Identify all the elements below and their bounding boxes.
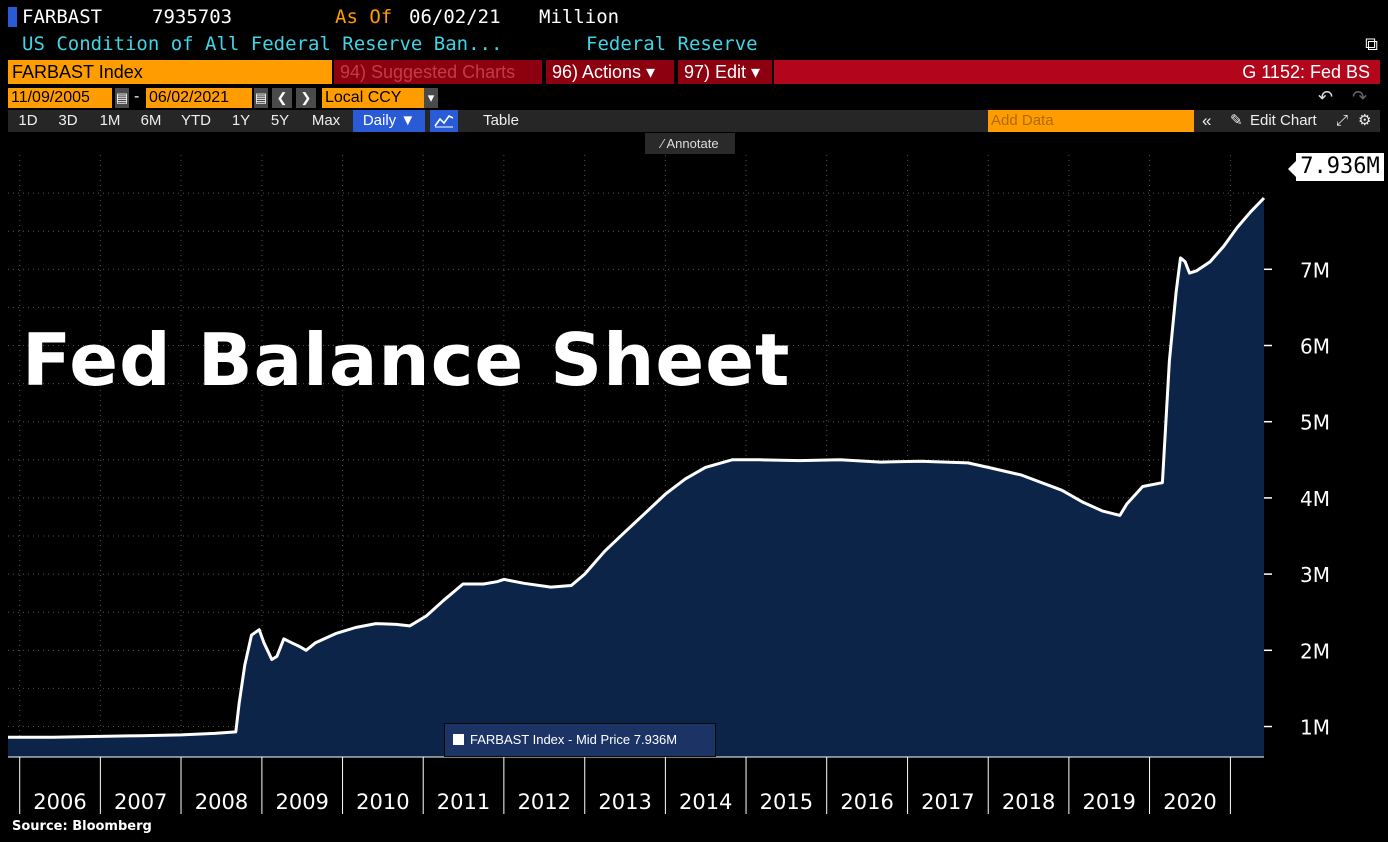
period-max[interactable]: Max xyxy=(311,112,341,129)
period-1d[interactable]: 1D xyxy=(18,112,38,129)
x-tick-label: 2019 xyxy=(1082,790,1135,814)
source-note: Source: Bloomberg xyxy=(12,819,152,834)
series-line xyxy=(8,196,1266,739)
legend-series-name: FARBAST Index - Mid Price 7.936M xyxy=(470,732,678,747)
chart-title-overlay: Fed Balance Sheet xyxy=(22,318,791,402)
x-tick-label: 2009 xyxy=(275,790,328,814)
as-of-date: 06/02/21 xyxy=(409,6,501,28)
frequency-select[interactable]: Daily ▼ xyxy=(353,110,425,132)
y-tick-label: 5M xyxy=(1300,411,1330,435)
date-range-bar: 11/09/2005 ▤ - 06/02/2021 ▤ ❮ ❯ Local CC… xyxy=(0,87,1388,109)
x-tick-label: 2013 xyxy=(598,790,651,814)
period-ytd[interactable]: YTD xyxy=(181,112,211,129)
grid-lines xyxy=(8,155,1264,757)
series-source: Federal Reserve xyxy=(586,33,758,55)
x-tick-label: 2017 xyxy=(921,790,974,814)
edit-menu[interactable]: 97) Edit ▾ xyxy=(678,60,772,84)
y-axis: 1M 2M 3M 4M 5M 6M 7M xyxy=(1264,161,1330,740)
pencil-icon[interactable]: ✎ xyxy=(1230,112,1243,129)
currency-dropdown-icon[interactable]: ▾ xyxy=(424,88,438,108)
period-3d[interactable]: 3D xyxy=(58,112,78,129)
y-tick-label: 3M xyxy=(1300,563,1330,587)
annotate-button[interactable]: ⁄ Annotate xyxy=(645,133,735,154)
x-tick-label: 2007 xyxy=(114,790,167,814)
ticker-label: FARBAST xyxy=(22,6,103,28)
period-6m[interactable]: 6M xyxy=(140,112,162,129)
period-1y[interactable]: 1Y xyxy=(231,112,251,129)
y-tick-label: 1M xyxy=(1300,716,1330,740)
start-date-input[interactable]: 11/09/2005 xyxy=(8,88,112,108)
x-tick-label: 2018 xyxy=(1002,790,1055,814)
annotate-pencil-icon: ⁄ xyxy=(661,136,664,151)
collapse-icon[interactable]: « xyxy=(1202,111,1212,130)
function-code: G 1152: Fed BS xyxy=(1242,62,1370,82)
last-value-tag: 7.936M xyxy=(1296,153,1384,181)
unit-label: Million xyxy=(539,6,620,28)
x-tick-label: 2016 xyxy=(840,790,893,814)
undo-icon[interactable]: ↶ xyxy=(1318,87,1334,107)
currency-select[interactable]: Local CCY xyxy=(322,88,424,108)
security-input[interactable]: FARBAST Index xyxy=(8,60,332,84)
period-1m[interactable]: 1M xyxy=(99,112,121,129)
last-value-pointer xyxy=(1288,161,1296,177)
x-tick-label: 2020 xyxy=(1163,790,1216,814)
annotate-label: Annotate xyxy=(666,136,719,151)
series-description: US Condition of All Federal Reserve Ban.… xyxy=(22,33,503,55)
security-marker xyxy=(8,7,17,27)
series-area-group xyxy=(8,196,1266,757)
legend-swatch xyxy=(453,734,464,745)
period-5y[interactable]: 5Y xyxy=(270,112,290,129)
x-tick-label: 2012 xyxy=(518,790,571,814)
chart-toolbar: 1D 3D 1M 6M YTD 1Y 5Y Max Daily ▼ Table … xyxy=(8,110,1380,132)
last-value: 7935703 xyxy=(152,6,233,28)
line-chart-icon[interactable] xyxy=(430,110,458,132)
start-calendar-icon[interactable]: ▤ xyxy=(115,88,129,108)
prev-period-icon[interactable]: ❮ xyxy=(272,88,292,108)
popout-icon[interactable]: ⧉ xyxy=(1365,34,1378,55)
security-header: FARBAST 7935703 As Of 06/02/21 Million xyxy=(0,4,1388,30)
y-tick-label: 6M xyxy=(1300,335,1330,359)
y-tick-label: 7M xyxy=(1300,258,1330,282)
redo-icon[interactable]: ↷ xyxy=(1352,87,1368,107)
x-tick-label: 2010 xyxy=(356,790,409,814)
y-tick-label: 2M xyxy=(1300,639,1330,663)
end-date-input[interactable]: 06/02/2021 xyxy=(146,88,252,108)
edit-layout-icon[interactable]: ⤢ xyxy=(1336,112,1349,129)
function-bar: G 1152: Fed BS xyxy=(774,60,1380,84)
add-data-input[interactable]: Add Data xyxy=(988,110,1194,132)
next-period-icon[interactable]: ❯ xyxy=(296,88,316,108)
suggested-charts-button[interactable]: 94) Suggested Charts xyxy=(334,60,542,84)
x-tick-label: 2014 xyxy=(679,790,732,814)
as-of-label: As Of xyxy=(335,6,393,28)
series-fill xyxy=(8,198,1264,757)
table-button[interactable]: Table xyxy=(483,112,519,129)
y-tick-label: 4M xyxy=(1300,487,1330,511)
chart-legend[interactable]: FARBAST Index - Mid Price 7.936M xyxy=(444,723,716,757)
series-area xyxy=(8,196,1266,757)
command-bar: FARBAST Index 94) Suggested Charts 96) A… xyxy=(0,60,1388,84)
x-tick-label: 2006 xyxy=(33,790,86,814)
actions-menu[interactable]: 96) Actions ▾ xyxy=(546,60,674,84)
x-tick-label: 2008 xyxy=(195,790,248,814)
end-calendar-icon[interactable]: ▤ xyxy=(254,88,268,108)
date-separator: - xyxy=(134,88,140,105)
x-tick-label: 2015 xyxy=(760,790,813,814)
edit-chart-button[interactable]: Edit Chart xyxy=(1250,112,1317,129)
settings-icon[interactable]: ⚙ xyxy=(1358,112,1372,129)
x-axis: 2006 2007 2008 2009 2010 2011 2012 2013 2014 2015… xyxy=(8,756,1264,814)
x-tick-label: 2011 xyxy=(437,790,490,814)
description-row: US Condition of All Federal Reserve Ban.… xyxy=(0,32,1388,58)
